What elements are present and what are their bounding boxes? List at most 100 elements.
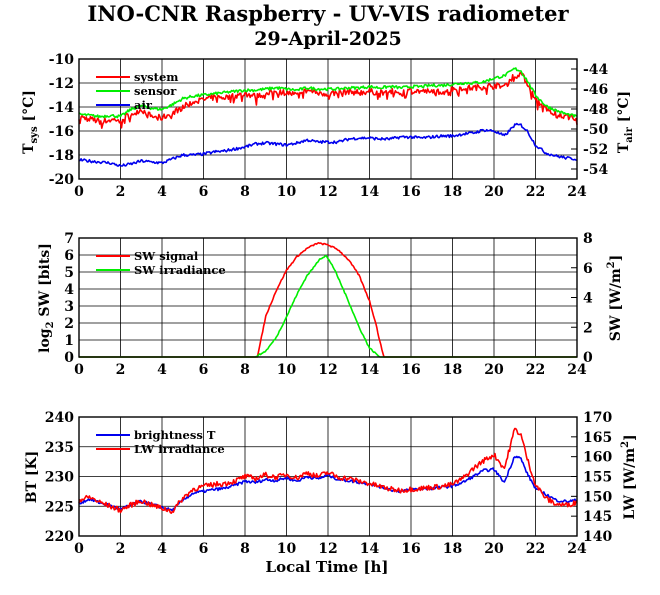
y2-tick-label: -54 [583,162,609,178]
plot-frame [78,58,578,180]
x-tick-label: 24 [567,362,587,378]
y2-tick-label: 140 [583,529,612,545]
x-tick-label: 12 [318,541,337,557]
y2-tick-label: 4 [583,291,593,307]
chart-date: 29-April-2025 [254,28,402,50]
x-tick-label: 10 [277,541,297,557]
y-tick-label: 0 [64,350,74,366]
sw-ylabel-right: SW [W/m2] [606,255,624,342]
y2-tick-label: -46 [583,82,608,98]
legend-label: system [134,70,178,84]
legend-label: sensor [134,84,177,98]
x-tick-label: 2 [116,184,126,200]
series-line-air [79,122,578,167]
y2-tick-label: 2 [583,320,593,336]
legend-label: SW signal [134,249,199,263]
temp-ylabel-right: Tair [°C] [616,91,635,153]
y-tick-label: 220 [45,529,74,545]
series-line-system [78,71,578,129]
longwave-panel: BT [K] LW [W/m2] 0 2 4 6 8 10 12 14 16 18 20 22 2422… [24,410,638,557]
x-tick-label: 22 [526,362,545,378]
y2-tick-label: -50 [583,122,609,138]
y2-tick-label: 155 [583,470,612,486]
sw-ylabel-left: log2 SW [bits] [37,243,56,353]
x-tick-label: 22 [526,184,545,200]
series-line-lw-irradiance [78,427,578,514]
series-line-brightness-t [78,455,578,513]
x-tick-label: 0 [74,184,84,200]
x-tick-label: 20 [484,184,504,200]
x-tick-label: 8 [240,362,250,378]
y-tick-label: -14 [49,100,75,116]
temp-ylabel-left: Tsys [°C] [21,90,40,154]
shortwave-panel: log2 SW [bits] SW [W/m2] 0 2 4 6 8 10 12 14 16 18… [37,231,624,378]
x-tick-label: 16 [401,541,420,557]
y2-tick-label: 170 [583,410,612,426]
x-tick-label: 4 [157,541,167,557]
y-tick-label: -12 [49,76,74,92]
y2-tick-label: -48 [583,102,608,118]
x-tick-label: 18 [443,541,462,557]
y2-tick-label: 145 [583,509,612,525]
legend-label: SW irradiance [134,263,226,277]
x-tick-label: 24 [567,541,587,557]
x-tick-label: 0 [74,541,84,557]
legend-label: LW irradiance [134,442,225,456]
x-tick-label: 18 [443,184,462,200]
x-tick-label: 2 [116,362,126,378]
x-tick-label: 12 [318,362,337,378]
y-tick-label: -20 [49,172,75,188]
y-tick-label: -18 [49,148,74,164]
lw-ylabel-right: LW [W/m2] [620,434,638,519]
legend-label: brightness T [134,428,216,442]
y-tick-label: 1 [64,333,74,349]
y2-tick-label: 150 [583,489,612,505]
y-tick-label: 3 [64,299,74,315]
y-tick-label: 235 [45,440,74,456]
y2-tick-label: 0 [583,350,593,366]
x-tick-label: 20 [484,541,504,557]
y2-tick-label: -52 [583,142,608,158]
x-tick-label: 16 [401,184,420,200]
y-tick-label: 7 [64,231,74,247]
x-tick-label: 6 [199,541,209,557]
y2-tick-label: 6 [583,261,593,277]
x-tick-label: 16 [401,362,420,378]
legend-label: air [134,98,153,112]
y-tick-label: 5 [64,265,74,281]
x-tick-label: 12 [318,184,337,200]
lw-ylabel-left: BT [K] [24,451,40,504]
x-tick-label: 4 [157,362,167,378]
x-tick-label: 10 [277,362,297,378]
x-tick-label: 6 [199,184,209,200]
y-tick-label: 225 [45,499,74,515]
x-tick-label: 0 [74,362,84,378]
temperature-panel: Tsys [°C] Tair [°C] 0 2 4 6 8 10 12 14 16 18 20 22 2… [21,52,635,200]
x-tick-label: 24 [567,184,587,200]
x-tick-label: 8 [240,541,250,557]
x-tick-label: 6 [199,362,209,378]
y-tick-label: 230 [45,470,74,486]
y2-tick-label: 160 [583,450,612,466]
x-tick-label: 4 [157,184,167,200]
y-tick-label: -10 [49,52,75,68]
series-line-sensor [78,67,578,119]
y-tick-label: 6 [64,248,74,264]
y2-tick-label: 8 [583,231,593,247]
x-tick-label: 8 [240,184,250,200]
x-tick-label: 20 [484,362,504,378]
y2-tick-label: 165 [583,430,612,446]
y-tick-label: 4 [64,282,74,298]
x-tick-label: 10 [277,184,297,200]
x-tick-label: 2 [116,541,126,557]
y-tick-label: 2 [64,316,74,332]
y-tick-label: -16 [49,124,74,140]
x-tick-label: 14 [360,362,380,378]
chart-title: INO-CNR Raspberry - UV-VIS radiometer [87,1,569,26]
x-axis-label: Local Time [h] [266,558,389,576]
x-tick-label: 22 [526,541,545,557]
y-tick-label: 240 [45,410,74,426]
x-tick-label: 14 [360,541,380,557]
x-tick-label: 18 [443,362,462,378]
